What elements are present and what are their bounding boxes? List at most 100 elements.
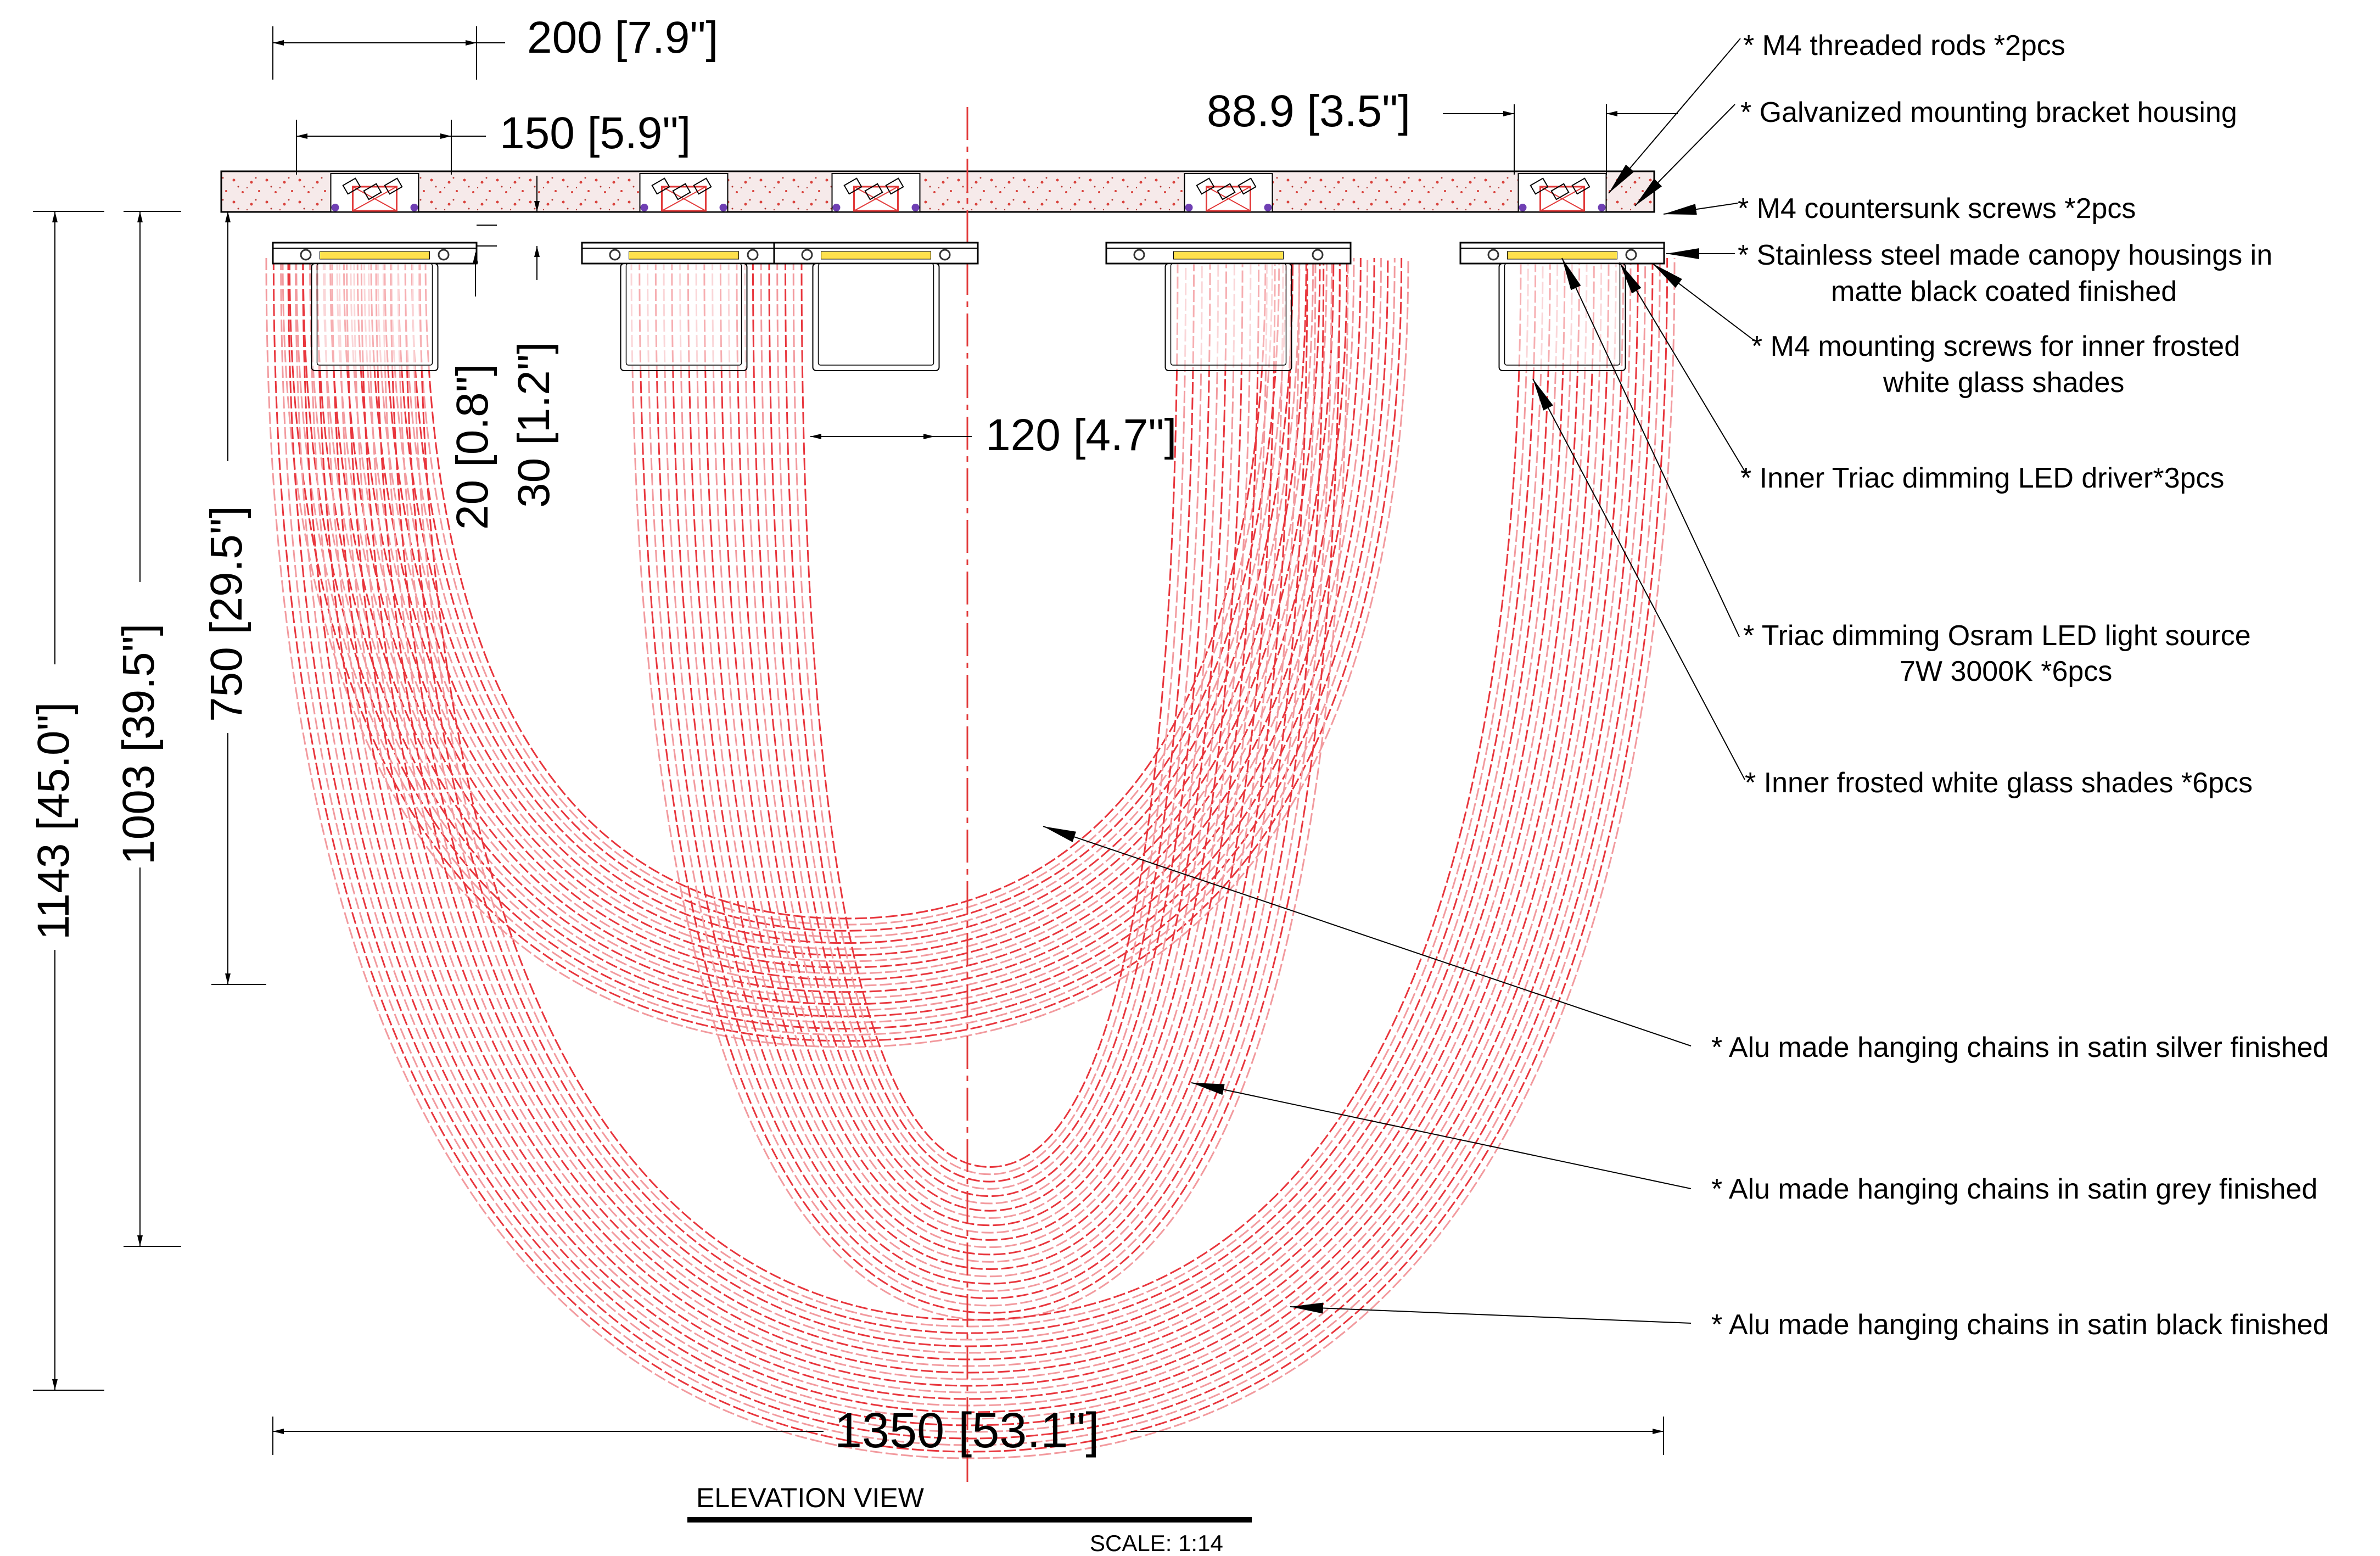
chain-strand [324, 258, 1617, 1407]
chain-strand [404, 258, 1287, 938]
chain-strand [727, 258, 1252, 1234]
chain-strand [353, 258, 1588, 1380]
callout-mounting-screws-line2: white glass shades [1883, 367, 2124, 399]
chain-strand [384, 258, 1307, 956]
mounting-bracket-icon [1517, 173, 1607, 212]
chain-strand [280, 258, 1661, 1446]
glass-shade-icon [812, 263, 940, 371]
chain-strand [679, 258, 1300, 1278]
callout-glass-shades: * Inner frosted white glass shades *6pcs [1745, 767, 2253, 799]
glass-shade-icon [620, 263, 748, 371]
chain-strand [695, 258, 1284, 1263]
mounting-bracket-icon [831, 173, 921, 212]
chain-strand [752, 258, 1228, 1212]
chain-strand [329, 258, 1362, 1005]
chain-strand [368, 258, 1573, 1367]
callout-chain-silver: * Alu made hanging chains in satin silve… [1711, 1032, 2328, 1064]
ceiling-slab [220, 170, 1655, 213]
chain-strand [419, 258, 1522, 1321]
chain-strand [397, 258, 1544, 1341]
glass-shade-icon [1164, 263, 1292, 371]
chain-strand [647, 258, 1332, 1307]
dim-20: 20 [0.8"] [447, 363, 497, 530]
chain-strand [375, 258, 1566, 1361]
scale-label: SCALE: 1:14 [1090, 1530, 1223, 1556]
chain-strand [736, 258, 1244, 1227]
canopy-group [272, 173, 1665, 371]
chain-strand [639, 258, 1341, 1314]
chain-strand [654, 258, 1325, 1300]
hanging-chains [265, 258, 1676, 1459]
chain-strand [309, 258, 1632, 1420]
led-light-source-icon [629, 251, 739, 260]
canopy-3 [773, 173, 979, 371]
dim-1143: 1143 [45.0"] [29, 702, 79, 940]
canopy-1 [272, 173, 478, 371]
chain-strand [760, 258, 1219, 1205]
mounting-bracket-icon [1184, 173, 1273, 212]
callout-chain-grey: * Alu made hanging chains in satin grey … [1711, 1173, 2317, 1205]
dim-120: 120 [4.7"] [985, 410, 1177, 460]
chain-strand [719, 258, 1260, 1241]
chain-strand [295, 258, 1396, 1036]
callout-led-source-line1: * Triac dimming Osram LED light source [1743, 620, 2251, 652]
chain-strand [712, 258, 1268, 1249]
dim-200: 200 [7.9"] [527, 13, 718, 63]
callout-led-driver: * Inner Triac dimming LED driver*3pcs [1740, 462, 2224, 494]
callout-countersunk-screws: * M4 countersunk screws *2pcs [1738, 193, 2136, 225]
canopy-2 [581, 173, 787, 371]
chain-strand [338, 258, 1603, 1393]
chain-strand [265, 258, 1676, 1459]
dim-150: 150 [5.9"] [500, 108, 691, 158]
chain-loop-grey [630, 258, 1349, 1322]
chain-strand [360, 258, 1581, 1374]
callouts: * M4 threaded rods *2pcs * Galvanized mo… [1711, 30, 2329, 1341]
dim-88-9: 88.9 [3.5"] [1207, 86, 1410, 136]
callout-bracket-housing: * Galvanized mounting bracket housing [1740, 97, 2237, 128]
chain-strand [316, 258, 1375, 1017]
callout-canopy-housing-line2: matte black coated finished [1831, 276, 2177, 307]
chain-strand [671, 258, 1308, 1285]
chain-strand [316, 258, 1625, 1413]
chain-loop-black [265, 258, 1676, 1459]
glass-shade-icon [311, 263, 439, 371]
chain-strand [346, 258, 1595, 1387]
chain-strand [792, 258, 1187, 1176]
chain-strand [288, 258, 1403, 1042]
chain-strand [363, 258, 1328, 975]
dimensions: 200 [7.9"] 150 [5.9"] 88.9 [3.5"] 20 [0.… [29, 13, 1678, 1458]
chain-strand [744, 258, 1235, 1219]
chain-strand [350, 258, 1341, 987]
chain-strand [302, 258, 1639, 1426]
callout-chain-black: * Alu made hanging chains in satin black… [1711, 1309, 2329, 1341]
callout-threaded-rods: * M4 threaded rods *2pcs [1743, 30, 2065, 61]
mounting-bracket-icon [639, 173, 729, 212]
led-light-source-icon [821, 251, 931, 260]
chain-strand [412, 258, 1529, 1328]
chain-strand [282, 258, 1409, 1048]
chain-strand [784, 258, 1195, 1183]
led-light-source-icon [1173, 251, 1284, 260]
dim-30: 30 [1.2"] [509, 342, 559, 508]
chain-strand [336, 258, 1355, 999]
chain-strand [404, 258, 1537, 1334]
chain-strand [687, 258, 1292, 1270]
chain-strand [703, 258, 1276, 1256]
chain-strand [776, 258, 1203, 1190]
mounting-bracket-icon [330, 173, 419, 212]
title-block: ELEVATION VIEW SCALE: 1:14 [687, 1482, 1252, 1556]
chain-strand [331, 258, 1610, 1400]
chain-strand [382, 258, 1559, 1354]
chain-strand [768, 258, 1211, 1197]
callout-mounting-screws-line1: * M4 mounting screws for inner frosted [1751, 331, 2240, 362]
leader-lines [1043, 38, 1755, 1324]
chain-strand [397, 258, 1294, 944]
chain-strand [418, 258, 1273, 926]
callout-led-source-line2: 7W 3000K *6pcs [1900, 656, 2112, 687]
dim-1350: 1350 [53.1"] [835, 1403, 1099, 1458]
canopy-4 [1105, 173, 1352, 371]
canopy-5 [1459, 173, 1665, 371]
callout-canopy-housing-line1: * Stainless steel made canopy housings i… [1738, 239, 2272, 271]
chain-strand [309, 258, 1382, 1023]
